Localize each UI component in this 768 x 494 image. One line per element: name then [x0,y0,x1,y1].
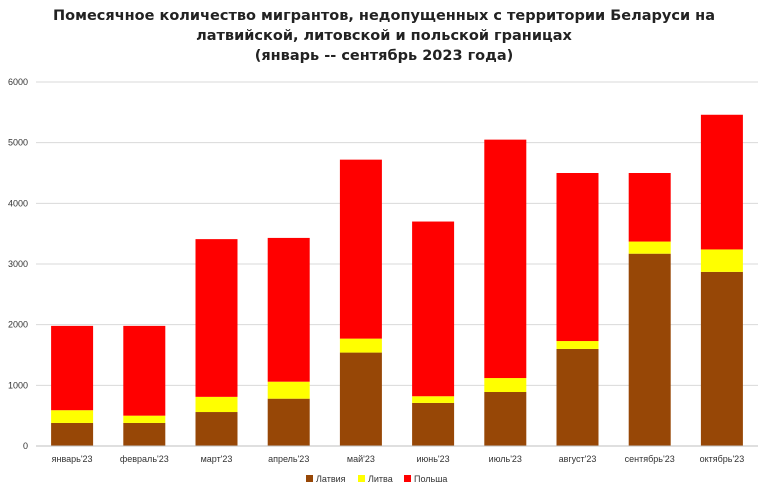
bar-Латвия-6 [484,392,527,446]
x-tick-label: август'23 [559,454,597,464]
x-tick-label: октябрь'23 [700,454,745,464]
bar-Литва-0 [51,410,94,423]
bar-Польша-5 [412,221,455,397]
legend-swatch-Польша [404,475,411,482]
y-tick-label: 1000 [8,380,28,390]
x-tick-label: март'23 [201,454,233,464]
bar-Польша-9 [700,114,743,250]
y-axis: 0 1000 2000 3000 4000 5000 6000 [8,77,28,451]
bar-Литва-8 [628,241,671,254]
bar-Польша-8 [628,173,671,242]
y-tick-label: 5000 [8,138,28,148]
bar-Латвия-1 [123,422,166,446]
bar-Латвия-4 [339,352,382,446]
bar-Польша-3 [267,237,310,382]
title-line-2: латвийской, литовской и польской граница… [196,28,572,44]
bar-Литва-2 [195,396,238,413]
x-tick-label: январь'23 [52,454,93,464]
title-line-1: Помесячное количество мигрантов, недопущ… [53,8,715,24]
bars [51,114,743,446]
x-axis: январь'23 февраль'23 март'23 апрель'23 май'2… [36,445,758,464]
bar-Литва-7 [556,341,599,349]
y-tick-label: 0 [23,441,28,451]
y-tick-label: 4000 [8,198,28,208]
bar-Литва-9 [700,249,743,272]
x-tick-label: февраль'23 [120,454,169,464]
y-tick-label: 6000 [8,77,28,87]
chart-title: Помесячное количество мигрантов, недопущ… [0,6,768,66]
legend-label: Латвия [316,474,346,484]
y-tick-label: 3000 [8,259,28,269]
bar-Латвия-0 [51,422,94,446]
legend-label: Литва [368,474,393,484]
bar-Польша-6 [484,139,527,379]
bar-Латвия-3 [267,398,310,446]
bar-Латвия-8 [628,253,671,446]
bar-Латвия-9 [700,271,743,446]
legend-label: Польша [414,474,447,484]
bar-Литва-1 [123,415,166,423]
bar-Польша-7 [556,173,599,342]
bar-Польша-1 [123,325,166,416]
bar-Латвия-7 [556,348,599,446]
x-tick-label: апрель'23 [268,454,309,464]
bar-Литва-4 [339,338,382,353]
legend: Латвия Литва Польша [306,474,447,484]
bar-Польша-2 [195,239,238,397]
legend-swatch-Литва [358,475,365,482]
x-tick-label: июнь'23 [417,454,450,464]
bar-Литва-5 [412,396,455,403]
bar-Латвия-2 [195,412,238,446]
legend-swatch-Латвия [306,475,313,482]
bar-Латвия-5 [412,402,455,446]
bar-Литва-6 [484,378,527,393]
x-tick-label: май'23 [347,454,375,464]
title-line-3: (январь -- сентябрь 2023 года) [254,48,514,64]
bar-Польша-4 [339,159,382,339]
bar-Польша-0 [51,325,94,411]
x-tick-label: июль'23 [489,454,522,464]
y-tick-label: 2000 [8,320,28,330]
x-tick-label: сентябрь'23 [625,454,675,464]
bar-Литва-3 [267,381,310,399]
